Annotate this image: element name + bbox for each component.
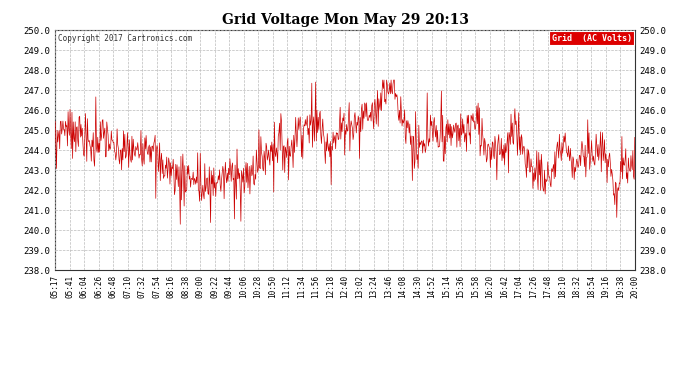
- Text: Grid  (AC Volts): Grid (AC Volts): [552, 34, 632, 43]
- Title: Grid Voltage Mon May 29 20:13: Grid Voltage Mon May 29 20:13: [221, 13, 469, 27]
- Text: Copyright 2017 Cartronics.com: Copyright 2017 Cartronics.com: [58, 34, 193, 43]
